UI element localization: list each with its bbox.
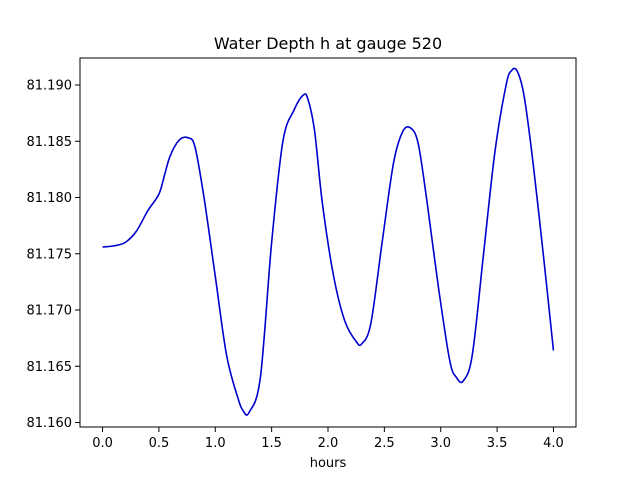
y-tick-label: 81.190 bbox=[27, 79, 73, 94]
y-tick-label: 81.170 bbox=[27, 304, 73, 319]
x-tick-label: 1.5 bbox=[261, 436, 282, 451]
x-tick-label: 3.5 bbox=[487, 436, 508, 451]
series-layer bbox=[102, 67, 555, 416]
series-line-0 bbox=[102, 67, 555, 416]
plot-area: 0.0 0.5 1.0 1.5 2.0 2.5 3.0 3.5 4.0 81.160 81.165… bbox=[27, 57, 577, 451]
x-axis-label: hours bbox=[310, 456, 347, 471]
x-tick-label: 2.5 bbox=[374, 436, 395, 451]
y-tick-label: 81.180 bbox=[27, 191, 73, 206]
y-axis: 81.160 81.165 81.170 81.175 81.180 81.185 81.1… bbox=[27, 79, 80, 431]
x-tick-label: 2.0 bbox=[318, 436, 339, 451]
x-tick-label: 1.0 bbox=[205, 436, 226, 451]
chart-title: Water Depth h at gauge 520 bbox=[214, 34, 442, 53]
y-tick-label: 81.165 bbox=[27, 360, 73, 375]
x-tick-label: 0.0 bbox=[92, 436, 113, 451]
x-tick-label: 4.0 bbox=[543, 436, 564, 451]
y-tick-label: 81.175 bbox=[27, 247, 73, 262]
x-axis: 0.0 0.5 1.0 1.5 2.0 2.5 3.0 3.5 4.0 bbox=[92, 427, 564, 451]
x-tick-label: 3.0 bbox=[430, 436, 451, 451]
y-tick-label: 81.160 bbox=[27, 416, 73, 431]
x-tick-label: 0.5 bbox=[149, 436, 170, 451]
y-tick-label: 81.185 bbox=[27, 135, 73, 150]
